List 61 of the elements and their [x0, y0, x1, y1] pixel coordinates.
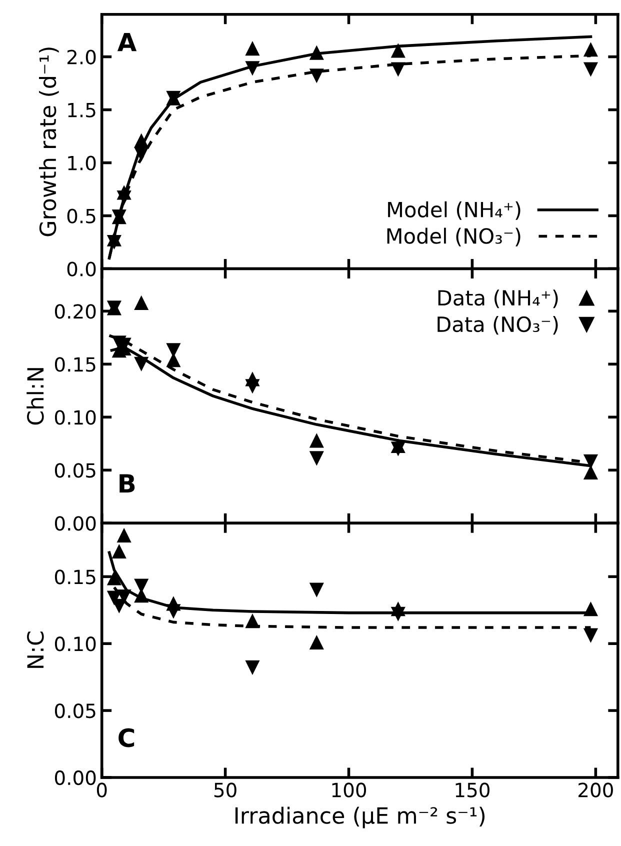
point [309, 68, 324, 84]
legend-label: Model (NO₃⁻) [387, 228, 520, 246]
point [245, 61, 260, 76]
point [112, 544, 126, 559]
point [134, 133, 149, 148]
annotation: C [118, 728, 134, 748]
y-tick-label: 0.05 [54, 703, 96, 718]
legend-label: Model (NH₄⁺) [388, 201, 520, 220]
x-tick-label: 200 [578, 782, 613, 798]
y-tick-label: 2.0 [67, 50, 96, 64]
point [116, 528, 132, 542]
point [116, 190, 132, 206]
point [106, 570, 122, 586]
y-tick-label: 0.0 [67, 262, 96, 276]
annotation: A [117, 32, 137, 52]
y-tick-label: 0.15 [54, 570, 96, 584]
point [116, 589, 132, 604]
x-tick-label: 100 [332, 782, 366, 798]
point [309, 634, 324, 650]
point [134, 356, 149, 372]
annotation: B [120, 474, 135, 492]
point [583, 42, 598, 57]
y-tick-label: 0.20 [54, 304, 96, 319]
point [583, 62, 598, 77]
point [166, 604, 181, 619]
y-tick-label: 0.5 [67, 208, 96, 224]
y-axis-title: Growth rate (d⁻¹) [39, 48, 59, 236]
point [245, 379, 260, 394]
point [245, 660, 260, 675]
y-tick-label: 0.00 [54, 516, 96, 531]
legend-label: Data (NH₄⁺) [438, 290, 558, 308]
point [309, 451, 324, 466]
point [134, 147, 149, 162]
point [390, 62, 406, 77]
point [583, 602, 598, 616]
point [583, 628, 598, 643]
point [309, 433, 324, 448]
point [309, 45, 324, 60]
y-tick-label: 0.10 [54, 636, 96, 652]
x-tick-label: 0 [96, 782, 107, 798]
legend-label: Data (NO₃⁻) [438, 316, 558, 335]
x-tick-label: 150 [456, 782, 490, 798]
point [134, 295, 149, 310]
point [245, 614, 260, 628]
y-tick-label: 0.15 [54, 357, 96, 372]
point [390, 43, 406, 58]
point [390, 442, 406, 456]
point [583, 454, 598, 469]
point [309, 582, 324, 598]
x-axis-title: Irradiance (µE m⁻² s⁻¹) [235, 806, 485, 828]
y-tick-label: 1.0 [68, 156, 96, 170]
y-tick-label: 0.05 [54, 463, 96, 478]
x-tick-label: 50 [214, 782, 236, 798]
y-tick-label: 0.00 [54, 770, 96, 786]
y-axis-title: Chl:N [26, 368, 44, 425]
y-tick-label: 0.10 [54, 410, 96, 425]
point [245, 41, 260, 56]
point [390, 606, 406, 622]
y-axis-title: N:C [27, 632, 44, 668]
y-tick-label: 1.5 [68, 102, 96, 118]
point [106, 234, 122, 250]
